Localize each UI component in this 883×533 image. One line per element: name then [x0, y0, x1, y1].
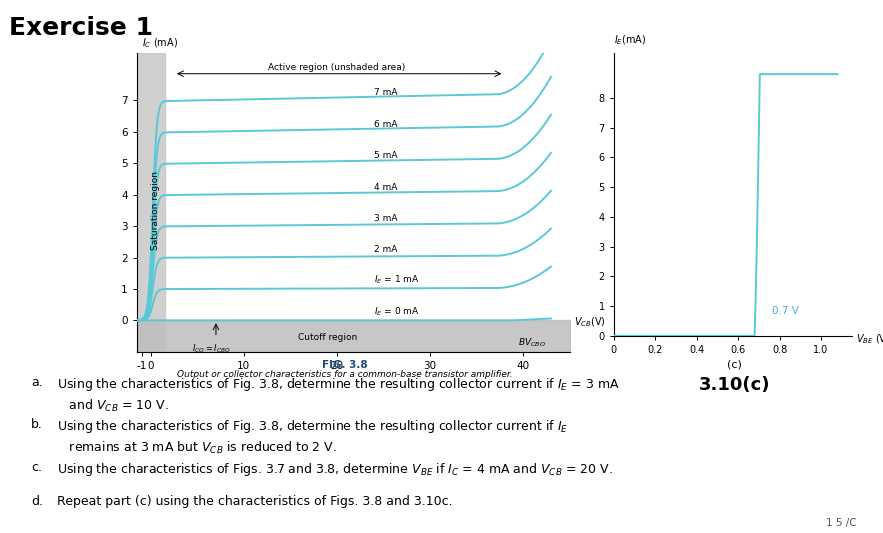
Text: 3 mA: 3 mA: [374, 214, 397, 223]
Text: Using the characteristics of Figs. 3.7 and 3.8, determine $V_{BE}$ if $I_C$ = 4 : Using the characteristics of Figs. 3.7 a…: [57, 461, 614, 478]
Text: Repeat part (c) using the characteristics of Figs. 3.8 and 3.10c.: Repeat part (c) using the characteristic…: [57, 495, 453, 507]
Text: 7 mA: 7 mA: [374, 88, 397, 98]
Text: $BV_{CBO}$: $BV_{CBO}$: [518, 336, 547, 349]
Text: d.: d.: [31, 495, 43, 507]
Text: 0.7 V: 0.7 V: [773, 305, 799, 316]
Text: $I_E$ = 1 mA: $I_E$ = 1 mA: [374, 273, 419, 286]
Text: Using the characteristics of Fig. 3.8, determine the resulting collector current: Using the characteristics of Fig. 3.8, d…: [57, 376, 620, 414]
Text: $I_C$ (mA): $I_C$ (mA): [141, 37, 177, 50]
Bar: [137, 53, 165, 352]
Text: Using the characteristics of Fig. 3.8, determine the resulting collector current: Using the characteristics of Fig. 3.8, d…: [57, 418, 569, 456]
Text: c.: c.: [31, 461, 42, 474]
Text: $I_E$ = 0 mA: $I_E$ = 0 mA: [374, 305, 419, 318]
Text: 2 mA: 2 mA: [374, 245, 397, 254]
Text: 1 5 /C: 1 5 /C: [826, 518, 857, 528]
Text: Cutoff region: Cutoff region: [298, 333, 358, 342]
Text: 4 mA: 4 mA: [374, 182, 397, 191]
Text: $I_E$(mA): $I_E$(mA): [614, 34, 646, 47]
Text: b.: b.: [31, 418, 42, 431]
Text: $V_{CB}$(V): $V_{CB}$(V): [574, 315, 606, 329]
Text: (c): (c): [728, 360, 742, 370]
Text: a.: a.: [31, 376, 42, 389]
Text: 3.10(c): 3.10(c): [699, 376, 770, 394]
Text: $V_{BE}$ (V): $V_{BE}$ (V): [857, 332, 883, 345]
Text: 6 mA: 6 mA: [374, 120, 397, 128]
Text: $I_{CO}=I_{CBO}$: $I_{CO}=I_{CBO}$: [192, 342, 230, 355]
Text: Exercise 1: Exercise 1: [9, 16, 153, 40]
Text: FIG. 3.8: FIG. 3.8: [321, 360, 367, 370]
Text: Output or collector characteristics for a common-base transistor amplifier.: Output or collector characteristics for …: [177, 370, 512, 379]
Text: 5 mA: 5 mA: [374, 151, 397, 160]
Text: Active region (unshaded area): Active region (unshaded area): [268, 63, 405, 72]
Text: Saturation region: Saturation region: [151, 171, 160, 250]
